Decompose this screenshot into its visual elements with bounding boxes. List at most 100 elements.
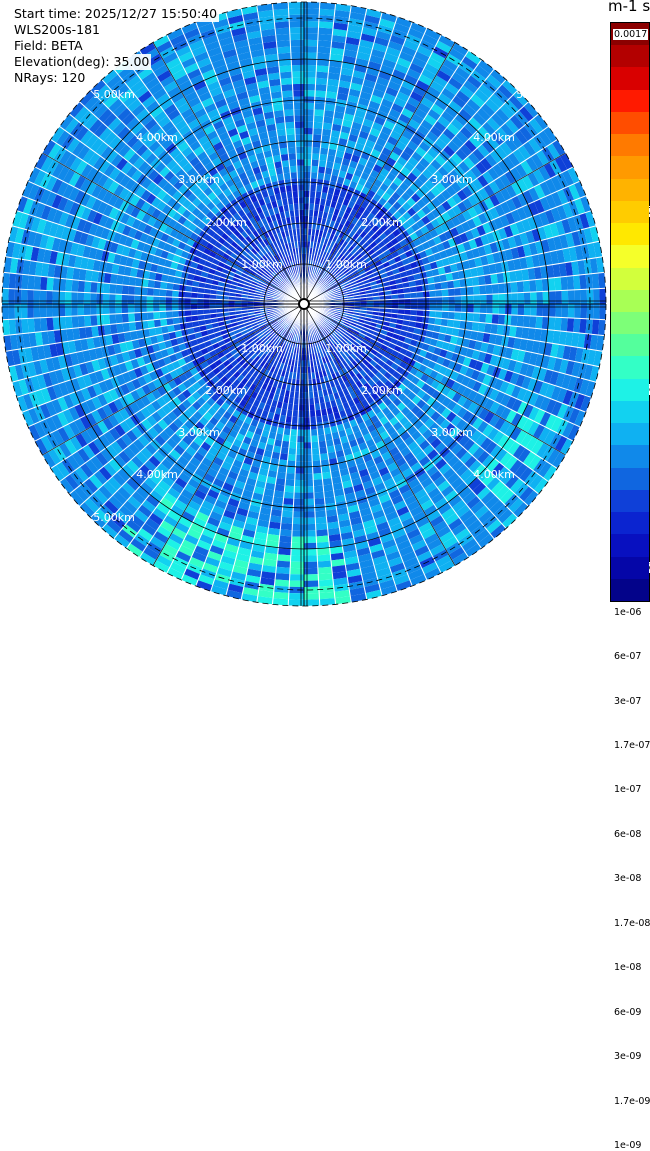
beta-gate	[316, 541, 330, 550]
beta-gate	[378, 311, 386, 317]
beta-gate	[403, 436, 415, 447]
beta-gate	[391, 494, 404, 506]
beta-gate	[466, 495, 481, 510]
beta-gate	[315, 332, 320, 340]
beta-gate	[319, 330, 325, 337]
beta-gate	[386, 426, 397, 436]
beta-gate	[258, 468, 269, 477]
beta-gate	[270, 509, 283, 517]
beta-gate	[321, 414, 329, 423]
beta-gate	[281, 402, 289, 410]
beta-gate	[440, 375, 450, 386]
beta-gate	[415, 409, 426, 420]
beta-gate	[424, 417, 435, 429]
beta-gate	[229, 577, 246, 588]
beta-gate	[472, 392, 484, 405]
beta-gate	[357, 501, 371, 511]
beta-gate	[383, 456, 396, 467]
beta-gate	[385, 483, 399, 494]
beta-gate	[406, 456, 419, 468]
beta-gate	[455, 418, 467, 431]
beta-gate	[64, 304, 72, 317]
beta-gate	[580, 304, 588, 319]
beta-gate	[463, 514, 479, 528]
beta-gate	[433, 324, 441, 333]
beta-gate	[519, 338, 528, 352]
beta-gate	[330, 470, 341, 478]
beta-gate	[360, 513, 374, 523]
beta-gate	[291, 536, 304, 544]
beta-gate	[500, 335, 510, 348]
beta-gate	[331, 431, 340, 440]
beta-gate	[289, 27, 304, 34]
beta-gate	[165, 296, 173, 304]
beta-gate	[102, 282, 111, 294]
beta-gate	[369, 359, 378, 368]
beta-gate	[553, 357, 563, 373]
beta-gate	[517, 447, 531, 464]
beta-gate	[372, 509, 386, 520]
beta-gate	[343, 380, 352, 389]
beta-gate	[116, 274, 124, 285]
beta-gate	[317, 338, 322, 346]
beta-gate	[343, 447, 353, 456]
beta-gate	[488, 388, 500, 402]
beta-gate	[434, 414, 446, 427]
beta-gate	[336, 321, 344, 327]
beta-gate	[417, 334, 426, 343]
beta-gate	[378, 466, 390, 477]
beta-gate	[446, 472, 460, 485]
beta-gate	[560, 438, 574, 455]
beta-gate	[281, 510, 294, 518]
beta-gate	[413, 419, 425, 431]
beta-gate	[371, 375, 380, 384]
beta-gate	[323, 362, 329, 370]
beta-gate	[122, 275, 131, 286]
beta-gate	[457, 395, 468, 407]
beta-gate	[507, 441, 521, 456]
beta-gate	[46, 290, 53, 304]
beta-gate	[378, 493, 392, 504]
beta-gate	[286, 134, 296, 142]
beta-gate	[304, 523, 316, 531]
beta-gate	[521, 327, 530, 340]
beta-gate	[147, 319, 155, 329]
beta-gate	[274, 407, 282, 415]
beta-gate	[242, 587, 259, 597]
beta-gate	[468, 459, 482, 474]
beta-gate	[425, 330, 434, 339]
beta-gate	[293, 397, 300, 405]
beta-gate	[593, 304, 600, 320]
beta-gate	[418, 455, 431, 467]
beta-gate	[414, 450, 427, 462]
beta-gate	[459, 451, 473, 465]
beta-gate	[293, 108, 304, 116]
beta-gate	[427, 344, 436, 354]
beta-gate	[334, 349, 341, 357]
beta-gate	[529, 315, 537, 329]
beta-gate	[304, 549, 318, 556]
beta-gate	[349, 516, 363, 526]
beta-gate	[504, 347, 514, 360]
beta-gate	[323, 342, 330, 349]
beta-gate	[510, 348, 520, 361]
beta-gate	[498, 345, 508, 358]
beta-gate	[247, 444, 258, 454]
beta-gate	[355, 372, 364, 381]
beta-gate	[322, 349, 328, 357]
beta-gate	[331, 564, 347, 574]
beta-gate	[315, 516, 328, 524]
beta-gate	[503, 370, 514, 383]
beta-gate	[520, 432, 533, 448]
beta-gate	[364, 355, 373, 363]
beta-gate	[405, 562, 422, 575]
beta-gate	[275, 33, 291, 42]
beta-gate	[504, 314, 512, 326]
beta-gate	[552, 451, 566, 469]
beta-gate	[292, 410, 299, 418]
beta-gate	[289, 435, 298, 443]
beta-gate	[263, 423, 272, 432]
beta-gate	[426, 465, 439, 478]
beta-gate	[313, 390, 319, 398]
beta-gate	[401, 489, 415, 501]
